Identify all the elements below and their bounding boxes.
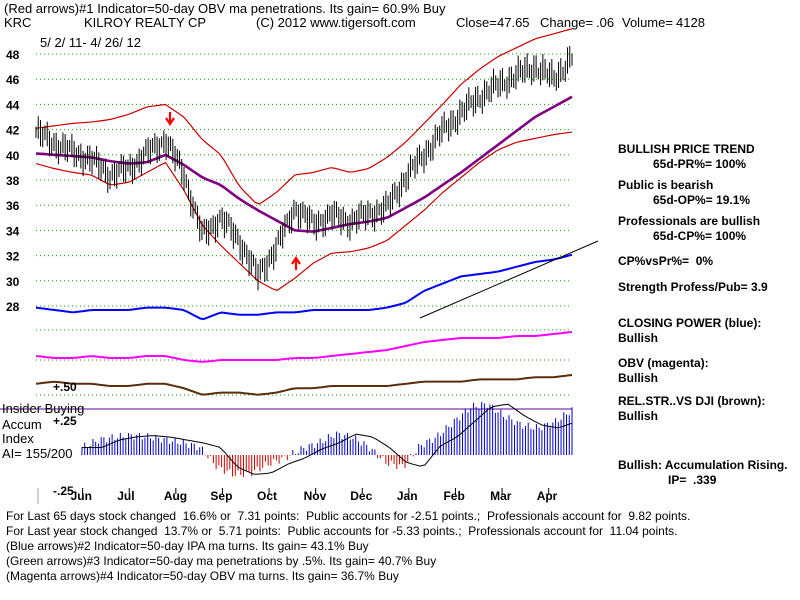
x-tick-label: Sep: [210, 489, 232, 503]
cp-vs-pr: CP%vsPr%= 0%: [618, 254, 714, 268]
pros-value: 65d-CP%= 100%: [653, 229, 747, 243]
volume-value: 4128: [676, 15, 705, 30]
ticker-symbol: KRC: [4, 15, 32, 30]
accum-ma-line: [82, 403, 573, 475]
change-value: .06: [596, 15, 615, 30]
x-tick-label: Nov: [304, 489, 327, 503]
insider-buying-label: Insider Buying: [2, 401, 85, 416]
plus50-label: +.50: [53, 380, 77, 394]
close-value: 47.65: [497, 15, 530, 30]
ai-label: AI= 155/200: [2, 446, 73, 461]
indicator-lines: [0, 240, 599, 410]
price-bars: [35, 45, 573, 291]
x-axis-ticks: Jun Jul Aug Sep Oct Nov Dec Jan Feb Mar Apr: [37, 488, 558, 504]
closing-power-title: CLOSING POWER (blue):: [618, 316, 762, 330]
footer-line-magenta: (Magenta arrows)#4 Indicator=50-day OBV …: [6, 569, 399, 583]
x-tick-label: Oct: [257, 489, 277, 503]
grid-lines: [36, 53, 572, 396]
x-tick-label: Feb: [443, 489, 464, 503]
trend-value: 65d-PR%= 100%: [653, 157, 747, 171]
volume-label: Volume=: [622, 15, 673, 30]
upper-band-line: [35, 28, 573, 205]
company-name: KILROY REALTY CP: [84, 15, 207, 30]
public-title: Public is bearish: [618, 178, 714, 192]
y-tick-label: 42: [6, 124, 20, 138]
x-tick-label: Mar: [490, 489, 512, 503]
relstr-line: [35, 374, 573, 396]
date-range: 5/ 2/ 11- 4/ 26/ 12: [40, 35, 141, 50]
x-tick-label: Jul: [117, 489, 134, 503]
closing-power-line: [35, 253, 573, 321]
minus25-label: -.25: [53, 484, 74, 498]
relstr-title: REL.STR..VS DJI (brown):: [618, 394, 766, 408]
indicator-1-line: (Red arrows)#1 Indicator=50-day OBV ma p…: [4, 1, 446, 16]
footer-line-year: For Last year stock changed 13.7% or 5.7…: [6, 524, 678, 538]
copyright: (C) 2012 www.tigersoft.com: [256, 15, 416, 30]
obv-title: OBV (magenta):: [618, 356, 709, 370]
closing-power-value: Bullish: [618, 331, 659, 345]
buy-arrow: [291, 256, 301, 270]
y-tick-label: 28: [6, 300, 20, 314]
relstr-value: Bullish: [618, 409, 659, 423]
footer-line-65d: For Last 65 days stock changed 16.6% or …: [6, 509, 691, 523]
plus25-label: +.25: [53, 414, 77, 428]
trend-title: BULLISH PRICE TREND: [618, 142, 755, 156]
accum-title: Bullish: Accumulation Rising.: [618, 458, 788, 472]
x-tick-label: Jan: [397, 489, 418, 503]
y-tick-label: 36: [6, 199, 20, 213]
obv-value: Bullish: [618, 371, 659, 385]
y-tick-label: 32: [6, 250, 20, 264]
signal-arrows: [165, 112, 301, 270]
accum-label: Accum: [2, 417, 42, 432]
cp-trendline: [419, 240, 599, 319]
y-tick-label: 38: [6, 174, 20, 188]
y-tick-label: 48: [6, 48, 20, 62]
bollinger-bands: [35, 28, 573, 291]
lower-band-line: [35, 131, 573, 291]
change-label: Change=: [540, 15, 594, 30]
public-value: 65d-OP%= 19.1%: [653, 193, 751, 207]
x-tick-label: Dec: [350, 489, 372, 503]
y-tick-label: 30: [6, 275, 20, 289]
y-tick-label: 34: [6, 224, 20, 238]
close-label: Close=: [456, 15, 497, 30]
x-tick-label: Aug: [164, 489, 187, 503]
y-tick-label: 44: [6, 98, 20, 112]
pros-title: Professionals are bullish: [618, 214, 761, 228]
x-tick-label: Apr: [537, 489, 558, 503]
index-label: Index: [2, 431, 34, 446]
obv-line: [35, 331, 573, 363]
x-tick-label: Jun: [71, 489, 92, 503]
accum-ip: IP= .339: [668, 473, 717, 487]
y-axis-ticks: 48 46 44 42 40 38 36 34 32 30 28: [6, 48, 20, 314]
y-tick-label: 40: [6, 149, 20, 163]
sell-arrow: [165, 112, 175, 126]
accumulation-histogram: [81, 402, 573, 477]
footer-line-green: (Green arrows)#3 Indicator=50-day ma pen…: [6, 554, 437, 568]
strength-ratio: Strength Profess/Pub= 3.9: [618, 280, 768, 294]
y-tick-label: 46: [6, 73, 20, 87]
footer-line-blue: (Blue arrows)#2 Indicator=50-day IPA ma …: [6, 539, 369, 553]
